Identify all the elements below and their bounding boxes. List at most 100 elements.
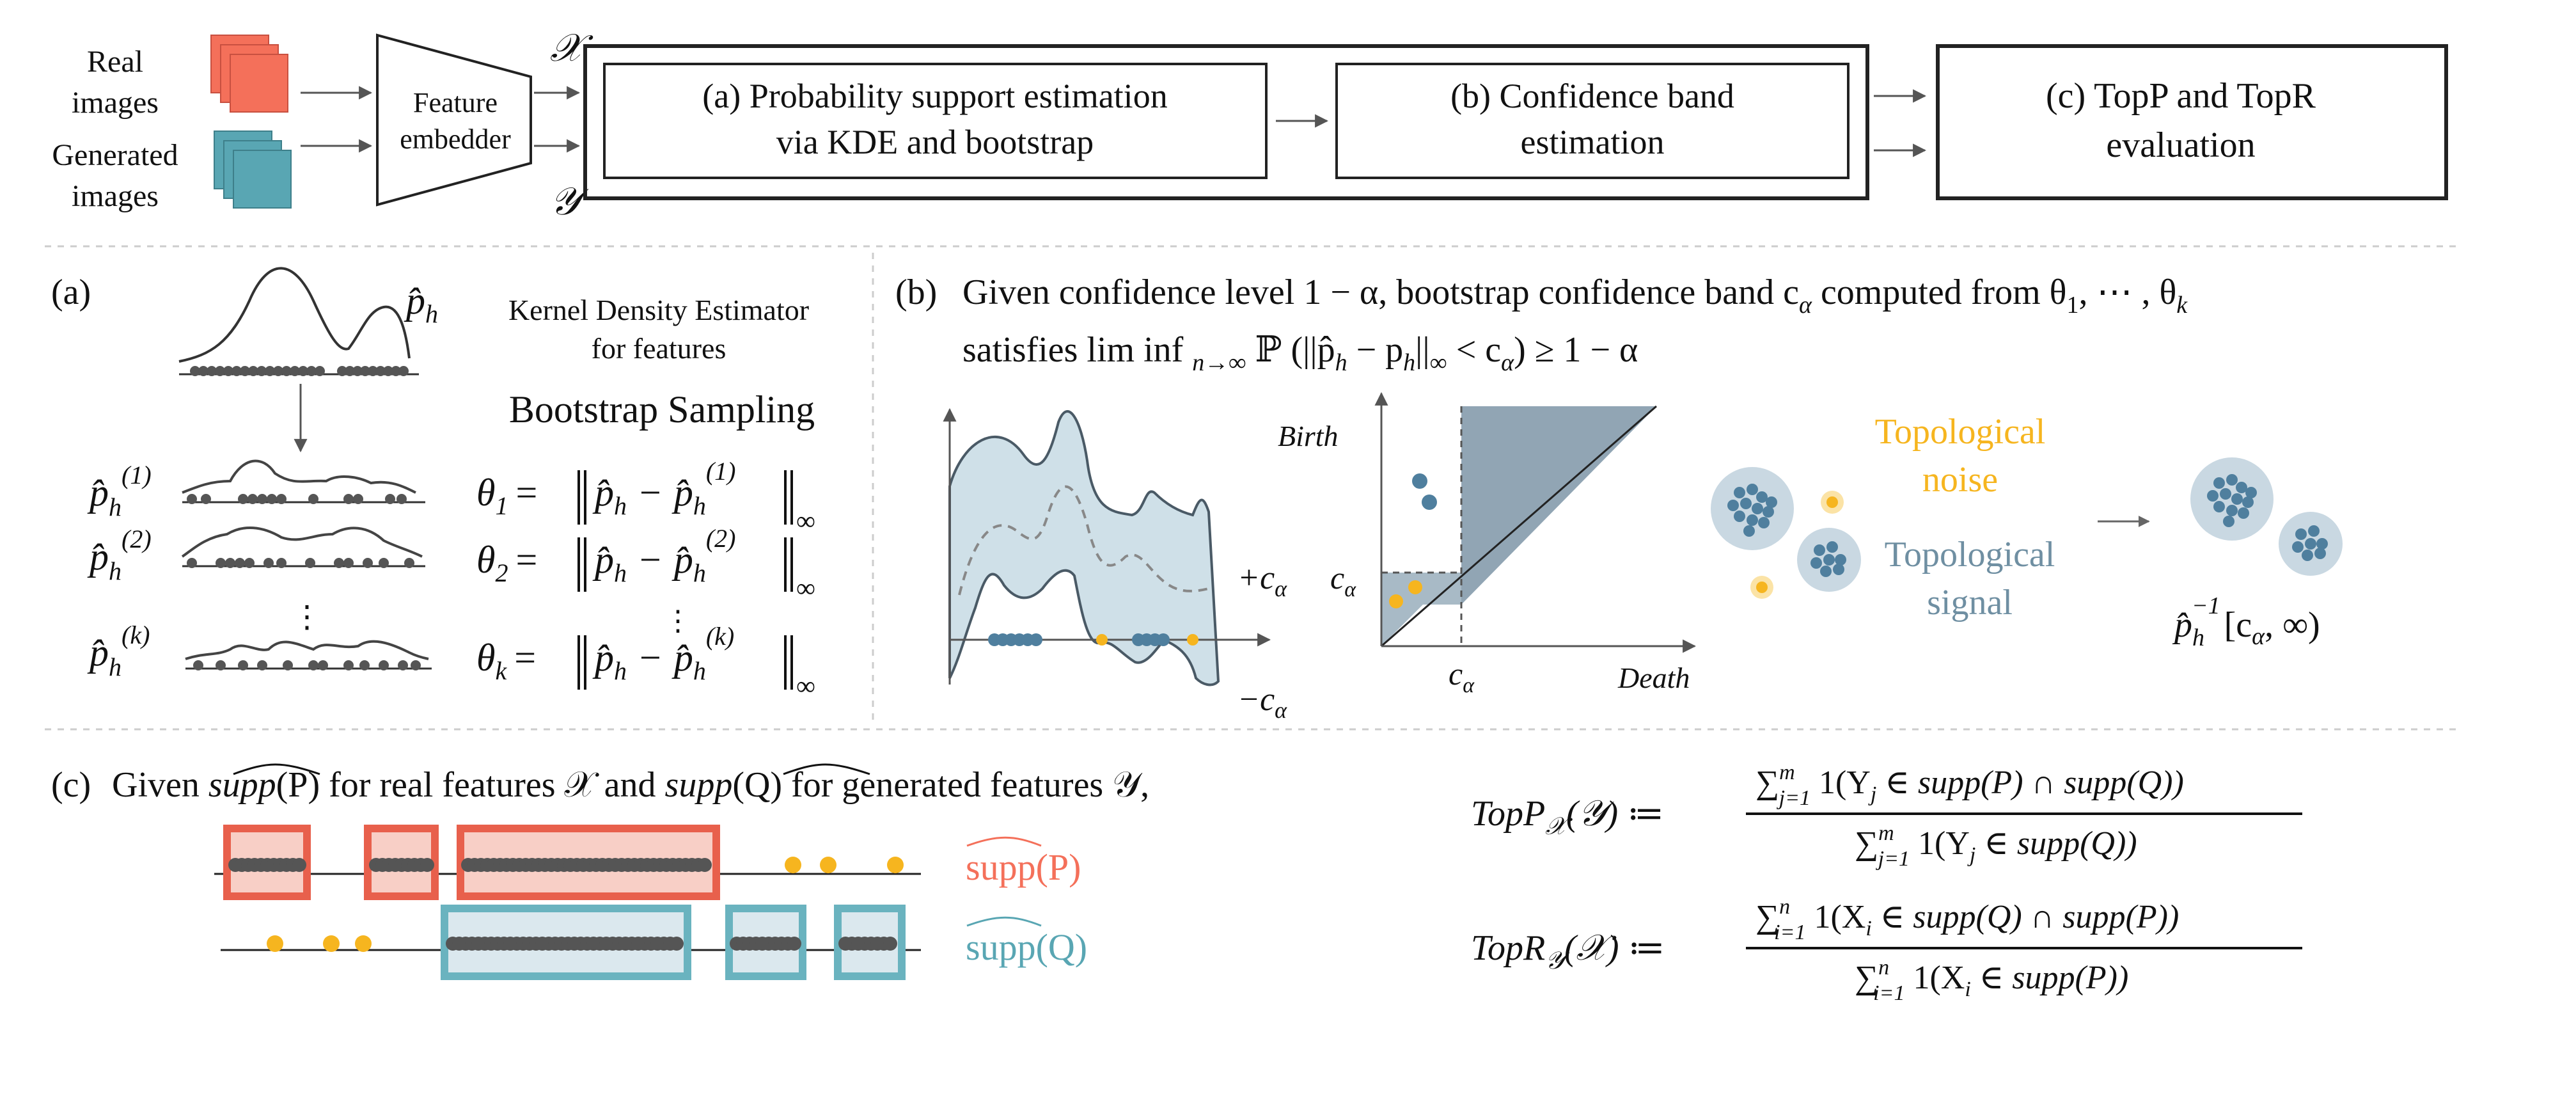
topological-signal-label-2: signal: [1927, 583, 2013, 622]
sample-dot: [238, 660, 248, 670]
svg-text:∞: ∞: [796, 672, 815, 701]
preimage-label: p̂h−1 [cα, ∞): [2172, 592, 2320, 651]
box-b-label-2: estimation: [1521, 123, 1665, 161]
sample-dot: [398, 366, 409, 376]
sample-dot: [343, 660, 354, 670]
svg-text:∞: ∞: [796, 574, 815, 603]
vdots-theta: ⋮: [664, 605, 692, 637]
sample-dot: [360, 366, 370, 376]
sample-dot: [232, 366, 242, 376]
sample-dot: [198, 366, 208, 376]
sample-dot: [201, 494, 211, 504]
cluster-dot: [1826, 541, 1838, 553]
outlier-point: [267, 935, 283, 952]
supp-p-dots: [228, 858, 712, 872]
p-hat-h-k: p̂h(k): [87, 621, 150, 681]
cluster-dot: [2236, 482, 2247, 493]
sample-dot: [281, 366, 292, 376]
topological-noise-label: Topological: [1875, 412, 2046, 452]
sample-dot: [353, 494, 363, 504]
sample-dot: [398, 660, 408, 670]
sample-dot: [290, 366, 300, 376]
cluster-dot: [2242, 496, 2254, 508]
sample-dot: [305, 558, 315, 568]
topological-signal-label: Topological: [1885, 535, 2055, 574]
sample-dot: [276, 494, 287, 504]
feature-embedder-label: Feature: [413, 87, 498, 118]
sample-dot: [420, 858, 434, 872]
cluster-dot: [1747, 514, 1758, 526]
cluster-dot: [2314, 548, 2326, 559]
c-alpha-x-label: cα: [1449, 656, 1475, 697]
sample-dot: [223, 366, 233, 376]
box-a: [603, 63, 1268, 179]
cluster-dot: [1766, 496, 1777, 508]
cluster-dot: [1743, 525, 1755, 537]
feature-embedder-label-2: embedder: [400, 123, 511, 155]
cluster-dot: [1820, 566, 1832, 577]
cluster-dot: [2305, 538, 2316, 550]
sample-dot: [273, 366, 283, 376]
sample-dot: [318, 660, 328, 670]
sample-dot: [787, 937, 801, 951]
sample-dot: [265, 366, 275, 376]
generated-images-label: Generated: [52, 138, 178, 172]
panel-b-title-line2: satisfies lim inf n→∞ ℙ (||p̂h − ph||∞ <…: [962, 330, 1638, 376]
svg-text:∑mj=1 1(Yj ∈ supp(P) ∩ supp(Q): ∑m j=1 1(Yj ∈ supp(P) ∩ supp(Q)): [1755, 761, 2184, 810]
sample-dot: [263, 558, 274, 568]
svg-text:TopP𝒳(𝒴) ≔: TopP𝒳(𝒴) ≔: [1471, 794, 1664, 840]
sample-dot: [1157, 633, 1170, 646]
y-symbol: 𝒴: [550, 180, 589, 223]
noise-dot: [1096, 634, 1108, 646]
cluster-dot: [1756, 491, 1768, 503]
cluster-dot: [2226, 474, 2238, 486]
real-images-label-2: images: [72, 86, 159, 120]
sample-dot: [397, 494, 407, 504]
cluster-dot: [2213, 501, 2225, 512]
panel-a-tag: (a): [51, 273, 91, 312]
cluster-dot: [2238, 507, 2249, 519]
cluster-dot: [1814, 544, 1825, 556]
sample-dot: [334, 558, 344, 568]
outlier-point: [820, 857, 836, 873]
sample-dot: [216, 660, 226, 670]
box-c-label: (c) TopP and TopR: [2046, 76, 2316, 116]
panel-c-sentence: Given supp(P) for real features 𝒳 and su…: [112, 765, 1149, 805]
bootstrap-dots-2: [187, 558, 414, 568]
bootstrap-curve-2: [181, 527, 423, 558]
confidence-band-area: [948, 410, 1220, 686]
cluster-dot: [2220, 488, 2231, 500]
sample-dot: [257, 660, 267, 670]
sample-dot: [283, 660, 293, 670]
cluster-dot: [2245, 487, 2257, 498]
kde-subtitle: for features: [592, 332, 726, 365]
cluster-dot: [2316, 538, 2328, 550]
theta-1-equation: θ1 = p̂h − p̂h(1) ∞: [476, 457, 815, 536]
box-a-label: (a) Probability support estimation: [702, 77, 1167, 115]
sample-dot: [187, 558, 197, 568]
sample-dot: [187, 494, 197, 504]
bootstrap-dots-1: [187, 494, 407, 504]
sample-dot: [257, 494, 267, 504]
signal-point: [1412, 473, 1427, 489]
generated-images-label-2: images: [72, 179, 159, 213]
box-b-label: (b) Confidence band: [1450, 77, 1734, 115]
svg-text:∑mj=1 1(Yj ∈ supp(Q)): ∑m j=1 1(Yj ∈ supp(Q)): [1855, 821, 2137, 871]
sample-dot: [337, 366, 347, 376]
sample-dot: [363, 558, 373, 568]
sample-dot: [240, 366, 250, 376]
sample-dot: [1030, 633, 1042, 646]
cluster-dot: [1734, 487, 1745, 498]
real-image-stack-icon: [210, 35, 288, 113]
pipeline: Real images Generated images Feature emb…: [52, 27, 2448, 223]
kde-curve: [178, 267, 411, 363]
svg-text:p̂h−p̂h(2): p̂h − p̂h(2): [592, 524, 735, 587]
sample-dot: [375, 366, 386, 376]
supp-q-dots: [446, 937, 897, 951]
sample-dot: [379, 660, 389, 670]
sample-dot: [238, 494, 248, 504]
sample-dot: [883, 937, 897, 951]
topp-formula: TopP𝒳(𝒴) ≔ ∑m j=1 1(Yj ∈ supp(P) ∩ supp(Q…: [1471, 761, 2302, 871]
bootstrap-curve-k: [185, 640, 429, 660]
sample-dot: [670, 937, 684, 951]
